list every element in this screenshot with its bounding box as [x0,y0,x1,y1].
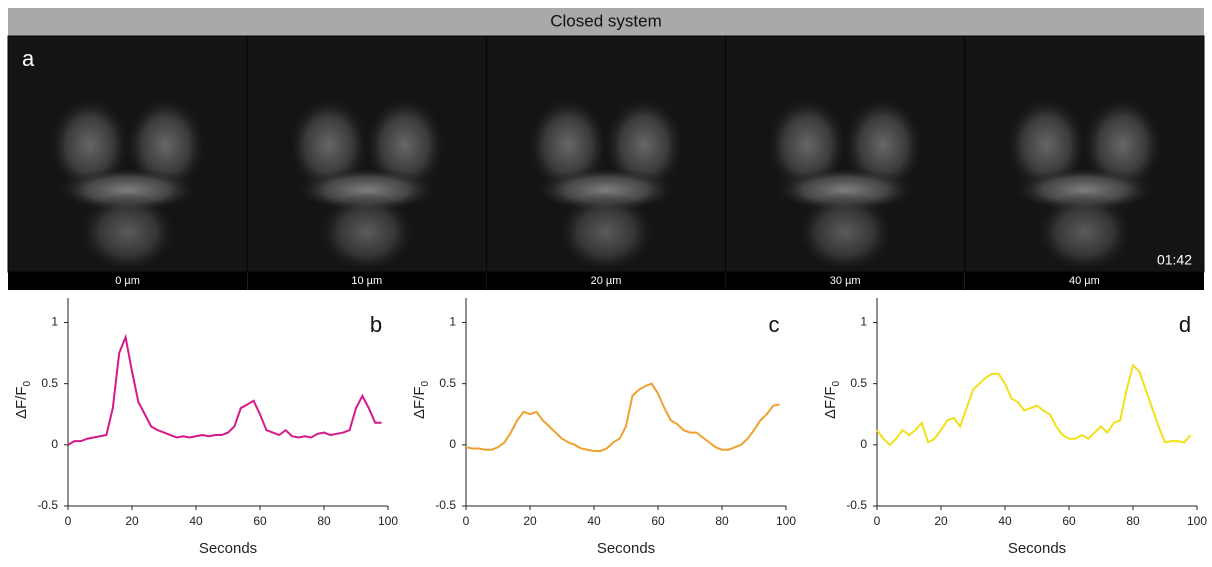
brain-shape [1014,168,1155,212]
brain-shape [797,192,894,272]
x-tick-label: 20 [523,514,537,528]
depth-label-bg [725,272,965,290]
brain-shape [1036,192,1133,272]
y-axis-label-main: ΔF/F [822,387,839,420]
brain-shape [775,168,916,212]
x-tick-label: 0 [874,514,881,528]
x-tick-label: 40 [998,514,1012,528]
y-axis-label-main: ΔF/F [13,387,30,420]
y-axis-label: ΔF/F0 [822,381,842,420]
panel-letter: b [370,312,382,337]
x-tick-label: 100 [1187,514,1207,528]
header-title: Closed system [550,11,661,30]
depth-label: 0 µm [115,275,140,287]
x-tick-label: 40 [189,514,203,528]
timestamp: 01:42 [1157,252,1192,268]
depth-label-bg [964,272,1204,290]
y-axis-label: ΔF/F0 [411,381,431,420]
x-tick-label: 60 [253,514,267,528]
x-axis-label: Seconds [1008,540,1066,557]
x-tick-label: 0 [65,514,72,528]
x-tick-label: 80 [317,514,331,528]
depth-label: 30 µm [830,275,861,287]
y-tick-label: 0 [860,437,867,451]
x-tick-label: 100 [776,514,796,528]
x-tick-label: 20 [934,514,948,528]
y-tick-label: -0.5 [37,498,58,512]
x-tick-label: 40 [587,514,601,528]
y-axis-label-sub: 0 [420,381,431,387]
y-axis-label-sub: 0 [831,381,842,387]
depth-label: 20 µm [591,275,622,287]
y-tick-label: -0.5 [435,498,456,512]
y-tick-label: 0 [51,437,58,451]
y-axis-label-sub: 0 [22,381,33,387]
brain-shape [79,192,176,272]
depth-label: 10 µm [351,275,382,287]
depth-label: 40 µm [1069,275,1100,287]
data-line [876,363,1192,447]
data-line [465,382,780,452]
x-axis-label: Seconds [597,540,655,557]
y-axis-label-main: ΔF/F [411,387,428,420]
x-tick-label: 0 [463,514,470,528]
y-tick-label: 1 [449,315,456,329]
y-tick-label: 1 [51,315,58,329]
data-line [67,333,382,446]
y-tick-label: -0.5 [846,498,867,512]
x-tick-label: 80 [1126,514,1140,528]
y-tick-label: 0 [449,437,456,451]
x-tick-label: 100 [378,514,398,528]
brain-shape [318,192,415,272]
depth-label-bg [8,272,248,290]
charts: -0.500.510 20 40 60 80 100SecondsΔF/F0b-0.500… [13,298,1207,557]
brain-shape [57,168,198,212]
header-bar [8,8,1204,36]
depth-label-bg [486,272,726,290]
panel-letter: c [769,312,780,337]
depth-label-bg [247,272,487,290]
y-tick-label: 0.5 [439,376,456,390]
y-tick-label: 0.5 [41,376,58,390]
x-axis-label: Seconds [199,540,257,557]
x-tick-label: 60 [1062,514,1076,528]
panel-letter: a [22,46,35,71]
image-strip: 0 µm 10 µm 20 µm 30 µm 40 µm [7,35,1205,290]
brain-shape [536,168,676,212]
y-axis-label: ΔF/F0 [13,381,33,420]
x-tick-label: 80 [715,514,729,528]
x-tick-label: 20 [125,514,139,528]
y-tick-label: 0.5 [850,376,867,390]
brain-shape [296,168,437,212]
y-tick-label: 1 [860,315,867,329]
brain-shape [558,192,654,272]
x-tick-label: 60 [651,514,665,528]
panel-letter: d [1179,312,1191,337]
